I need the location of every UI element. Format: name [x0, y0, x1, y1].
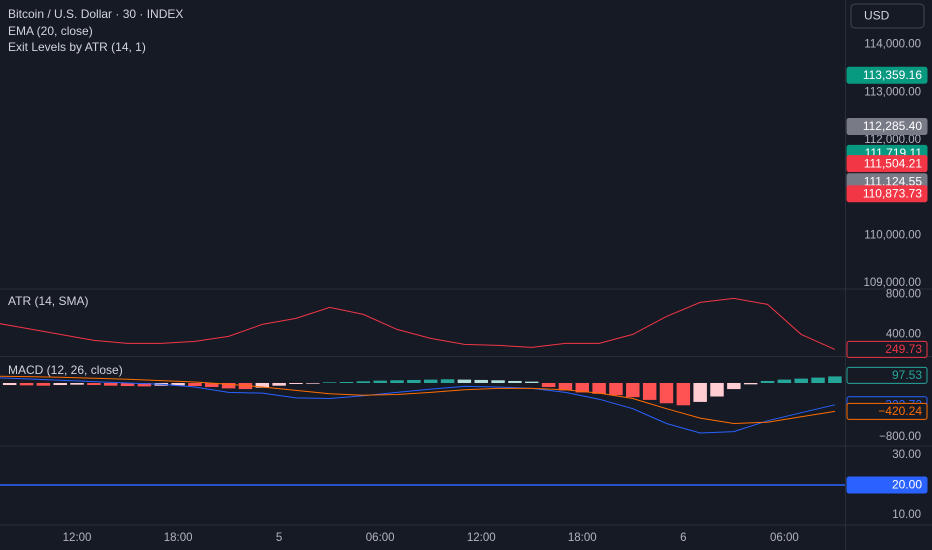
histogram-bar — [693, 382, 707, 402]
histogram-bar — [2, 382, 17, 386]
price-tag — [846, 340, 928, 358]
y-tick-label: 110,000.00 — [864, 229, 921, 241]
series-line — [0, 297, 836, 350]
price-tag-label: 111,124.55 — [864, 174, 923, 188]
price-tag-label: 111,504.21 — [864, 156, 923, 170]
histogram-bar — [457, 379, 472, 383]
x-tick-label: 18:00 — [568, 532, 597, 544]
histogram-bar — [423, 379, 438, 383]
y-tick-label: 112,000.00 — [864, 134, 921, 146]
histogram-bar — [188, 382, 202, 387]
pane — [0, 297, 836, 350]
y-tick-label: 114,000.00 — [864, 39, 921, 51]
histogram-bar — [592, 382, 606, 394]
histogram-bar — [525, 381, 539, 383]
histogram-bar — [221, 382, 236, 389]
histogram-bar — [70, 382, 84, 385]
price-tag — [846, 155, 928, 173]
histogram-bar — [659, 382, 674, 404]
series-line — [0, 375, 835, 425]
x-tick-label: 12:00 — [63, 532, 92, 544]
price-tag — [846, 185, 928, 203]
price-tag — [846, 476, 928, 494]
histogram-bar — [205, 382, 219, 388]
histogram-bar — [626, 382, 640, 398]
price-tag — [846, 402, 928, 420]
histogram-bar — [137, 382, 152, 387]
histogram-bar — [811, 377, 825, 383]
histogram-bar — [272, 382, 286, 386]
price-tag-label: 97.53 — [892, 368, 922, 382]
histogram-bar — [53, 382, 67, 386]
histogram-bar — [508, 380, 522, 383]
histogram-bar — [322, 382, 337, 383]
y-tick-label: 800.00 — [886, 288, 921, 300]
x-tick-label: 12:00 — [467, 532, 496, 544]
histogram-bar — [541, 382, 556, 388]
histogram-bar — [828, 376, 842, 383]
price-tag — [846, 117, 928, 135]
histogram-bar — [373, 380, 387, 383]
histogram-bar — [777, 379, 792, 383]
histogram-bar — [676, 382, 691, 406]
histogram-bar — [440, 379, 455, 383]
histogram-bar — [575, 382, 590, 393]
histogram-bar — [642, 382, 657, 400]
histogram-bar — [356, 381, 371, 383]
x-tick-label: 6 — [680, 532, 686, 544]
price-tag-label: 249.73 — [885, 342, 922, 356]
price-tag — [846, 366, 928, 384]
x-tick-label: 18:00 — [164, 532, 193, 544]
pane-title: MACD (12, 26, close) — [8, 363, 123, 377]
price-tag-label: −420.24 — [878, 404, 922, 418]
chart-title: Bitcoin / U.S. Dollar · 30 · INDEX — [8, 7, 183, 21]
histogram-bar — [727, 382, 741, 390]
histogram-bar — [289, 382, 303, 385]
histogram-bar — [339, 381, 354, 383]
x-tick-label: 06:00 — [770, 532, 799, 544]
price-tag-label: 20.00 — [892, 478, 922, 492]
histogram-bar — [19, 382, 34, 386]
histogram-bar — [609, 382, 623, 396]
histogram-bar — [794, 378, 808, 383]
histogram-bar — [760, 380, 775, 383]
x-tick-label: 5 — [276, 532, 282, 544]
histogram-bar — [306, 382, 320, 384]
y-tick-label: 109,000.00 — [863, 277, 921, 289]
y-tick-label: 30.00 — [892, 449, 921, 461]
pane-title: ATR (14, SMA) — [8, 294, 88, 308]
price-tag-label: 112,285.40 — [863, 119, 922, 133]
price-tag-label: 113,359.16 — [863, 68, 922, 82]
price-tag-label: 110,873.73 — [863, 186, 922, 200]
histogram-bar — [103, 382, 118, 386]
histogram-bar — [120, 382, 135, 387]
histogram-bar — [87, 382, 101, 386]
legend-entry: Exit Levels by ATR (14, 1) — [8, 40, 146, 54]
y-tick-label: −800.00 — [879, 431, 921, 443]
histogram-bar — [255, 382, 270, 388]
y-tick-label: 400.00 — [886, 328, 921, 340]
histogram-bar — [407, 379, 421, 383]
histogram-bar — [743, 382, 758, 385]
histogram-bar — [558, 382, 573, 391]
price-tag — [846, 66, 928, 84]
x-tick-label: 06:00 — [366, 532, 395, 544]
histogram-bar — [474, 379, 488, 383]
currency: USD — [864, 9, 890, 23]
histogram-bar — [171, 382, 185, 386]
histogram-bar — [390, 380, 404, 383]
histogram-bar — [710, 382, 724, 397]
currency-button[interactable] — [850, 3, 925, 29]
series-line — [0, 377, 836, 434]
y-tick-label: 113,000.00 — [864, 86, 921, 98]
histogram-bar — [36, 382, 51, 386]
histogram-bar — [491, 380, 505, 383]
y-tick-label: 10.00 — [892, 509, 921, 521]
legend-entry: EMA (20, close) — [8, 24, 93, 38]
pane — [0, 375, 842, 434]
